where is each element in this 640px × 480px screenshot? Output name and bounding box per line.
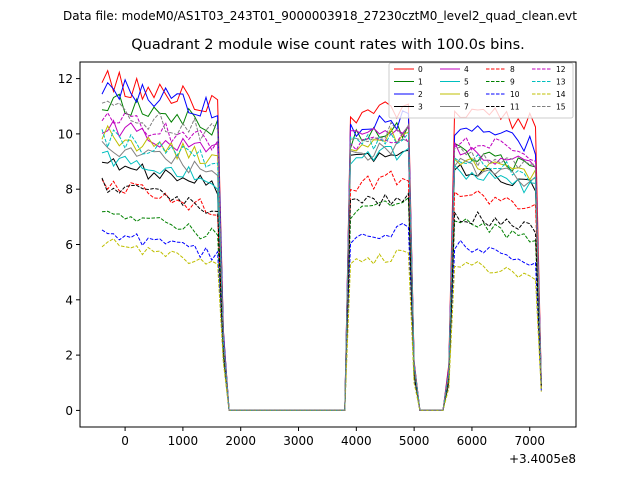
legend-label-9: 9 xyxy=(510,78,515,87)
legend-label-2: 2 xyxy=(418,90,423,99)
x-tick-label: 0 xyxy=(121,434,129,448)
legend-label-0: 0 xyxy=(418,65,423,74)
series-line-2 xyxy=(101,78,542,411)
figure-suptitle: Data file: modeM0/AS1T03_243T01_90000039… xyxy=(63,9,577,23)
legend-label-12: 12 xyxy=(556,65,566,74)
series-line-9 xyxy=(101,196,542,411)
series-line-4 xyxy=(101,119,542,411)
legend-label-10: 10 xyxy=(510,90,520,99)
y-tick-label: 0 xyxy=(65,404,73,418)
y-tick-label: 8 xyxy=(65,183,73,197)
y-tick-label: 4 xyxy=(65,293,73,307)
legend-label-3: 3 xyxy=(418,103,423,112)
x-tick-label: 5000 xyxy=(399,434,430,448)
y-tick-label: 6 xyxy=(65,238,73,252)
x-tick-label: 1000 xyxy=(168,434,199,448)
y-tick-label: 2 xyxy=(65,349,73,363)
legend-label-1: 1 xyxy=(418,78,423,87)
legend-label-13: 13 xyxy=(556,78,566,87)
legend-box xyxy=(388,62,574,119)
legend-label-6: 6 xyxy=(464,90,469,99)
series-line-10 xyxy=(101,222,542,411)
plot-area: 0 1000 2000 3000 4000 5000 6000 7000024681012+3… xyxy=(58,61,577,466)
legend-label-15: 15 xyxy=(556,103,566,112)
series-line-8 xyxy=(101,170,542,411)
y-tick-label: 10 xyxy=(58,127,73,141)
series-line-11 xyxy=(101,177,542,411)
legend-label-11: 11 xyxy=(510,103,520,112)
x-tick-label: 3000 xyxy=(283,434,314,448)
x-tick-label: 2000 xyxy=(225,434,256,448)
series-line-5 xyxy=(101,146,542,411)
series-line-14 xyxy=(101,238,542,411)
series-line-7 xyxy=(101,138,542,411)
series-line-12 xyxy=(101,111,542,411)
y-tick-label: 12 xyxy=(58,72,73,86)
series-line-6 xyxy=(101,124,542,411)
chart-title: Quadrant 2 module wise count rates with … xyxy=(131,37,525,53)
legend-label-4: 4 xyxy=(464,65,469,74)
legend-label-5: 5 xyxy=(464,78,469,87)
x-tick-label: 6000 xyxy=(457,434,488,448)
series-line-15 xyxy=(101,100,542,411)
legend-label-8: 8 xyxy=(510,65,515,74)
x-tick-label: 4000 xyxy=(341,434,372,448)
legend-label-7: 7 xyxy=(464,103,469,112)
legend-label-14: 14 xyxy=(556,90,566,99)
x-tick-label: 7000 xyxy=(514,434,545,448)
x-offset-label: +3.4005e8 xyxy=(509,452,576,466)
series-line-13 xyxy=(101,129,542,411)
